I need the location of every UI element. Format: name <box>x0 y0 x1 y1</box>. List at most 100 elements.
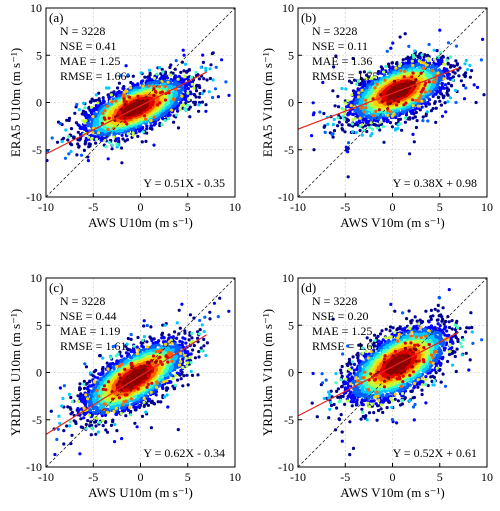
data-point <box>186 91 190 95</box>
data-point <box>126 132 130 136</box>
data-point <box>387 62 391 66</box>
data-point <box>389 46 393 50</box>
data-point <box>87 135 91 139</box>
data-point <box>475 85 480 89</box>
data-point <box>124 100 129 104</box>
data-point <box>336 94 340 98</box>
data-point <box>432 57 437 61</box>
x-tick-label: 0 <box>138 200 144 214</box>
data-point <box>166 80 170 84</box>
data-point <box>356 79 360 83</box>
data-point <box>381 125 385 129</box>
data-point <box>312 148 316 152</box>
data-point <box>207 90 211 94</box>
data-point <box>136 94 140 98</box>
data-point <box>97 91 101 95</box>
data-point <box>158 101 162 105</box>
data-point <box>448 96 452 100</box>
data-point <box>220 58 224 62</box>
data-point <box>60 140 64 144</box>
data-point <box>91 115 95 119</box>
data-point <box>343 101 347 105</box>
data-point <box>403 120 407 124</box>
data-point <box>472 83 476 87</box>
data-point <box>112 135 116 139</box>
data-point <box>407 44 411 49</box>
data-point <box>323 130 327 134</box>
data-point <box>213 87 218 91</box>
data-point <box>357 119 361 123</box>
data-point <box>448 55 452 59</box>
data-point <box>115 142 119 146</box>
data-point <box>107 96 111 100</box>
data-point <box>433 100 437 104</box>
data-point <box>378 128 382 132</box>
data-point <box>181 48 185 52</box>
data-point <box>182 69 186 73</box>
data-point <box>352 78 357 82</box>
data-point <box>90 137 94 141</box>
x-tick-label: -10 <box>38 200 54 214</box>
stat-line: NSE = 0.41 <box>60 39 116 53</box>
data-point <box>388 121 393 125</box>
data-point <box>404 57 408 61</box>
data-point <box>136 134 140 138</box>
data-point <box>198 100 202 105</box>
data-point <box>96 131 101 135</box>
data-point <box>344 145 348 149</box>
data-point <box>391 41 395 45</box>
y-tick-label: 0 <box>36 96 42 110</box>
data-point <box>454 100 458 105</box>
data-point <box>318 110 322 114</box>
data-point <box>152 84 156 88</box>
data-point <box>331 123 335 127</box>
data-point <box>448 65 453 69</box>
data-point <box>362 70 366 74</box>
data-point <box>152 115 156 119</box>
data-point <box>63 156 67 160</box>
data-point <box>481 37 485 42</box>
data-point <box>120 161 124 165</box>
data-point <box>84 119 88 123</box>
y-tick-label: 5 <box>36 48 42 62</box>
data-point <box>107 116 111 120</box>
data-point <box>169 73 173 77</box>
data-point <box>382 140 386 144</box>
data-point <box>408 116 412 120</box>
data-point <box>410 59 414 63</box>
data-point <box>454 88 458 93</box>
data-point <box>331 89 335 93</box>
one-to-one-line <box>45 7 236 198</box>
data-point <box>420 53 424 57</box>
data-point <box>445 91 449 95</box>
data-point <box>106 157 110 161</box>
data-point <box>344 87 348 91</box>
data-point <box>426 56 430 60</box>
data-point <box>390 125 394 129</box>
data-point <box>378 120 382 124</box>
data-point <box>437 95 441 99</box>
data-point <box>345 117 349 121</box>
data-point <box>326 122 330 126</box>
data-point <box>360 123 364 127</box>
data-point <box>119 107 123 111</box>
data-point <box>354 131 358 135</box>
data-point <box>334 54 338 58</box>
data-point <box>143 75 147 79</box>
data-point <box>157 65 162 70</box>
data-point <box>351 89 356 93</box>
data-point <box>135 99 140 103</box>
data-point <box>404 113 409 117</box>
data-point <box>397 64 402 68</box>
data-point <box>454 59 458 63</box>
data-point <box>444 110 448 114</box>
data-point <box>138 110 142 114</box>
data-point <box>337 105 341 109</box>
data-point <box>169 63 173 67</box>
x-tick-label: 10 <box>229 200 241 214</box>
data-point <box>464 86 468 90</box>
data-point <box>141 84 145 88</box>
data-point <box>114 99 118 103</box>
data-point <box>336 124 340 128</box>
data-point <box>69 127 74 131</box>
